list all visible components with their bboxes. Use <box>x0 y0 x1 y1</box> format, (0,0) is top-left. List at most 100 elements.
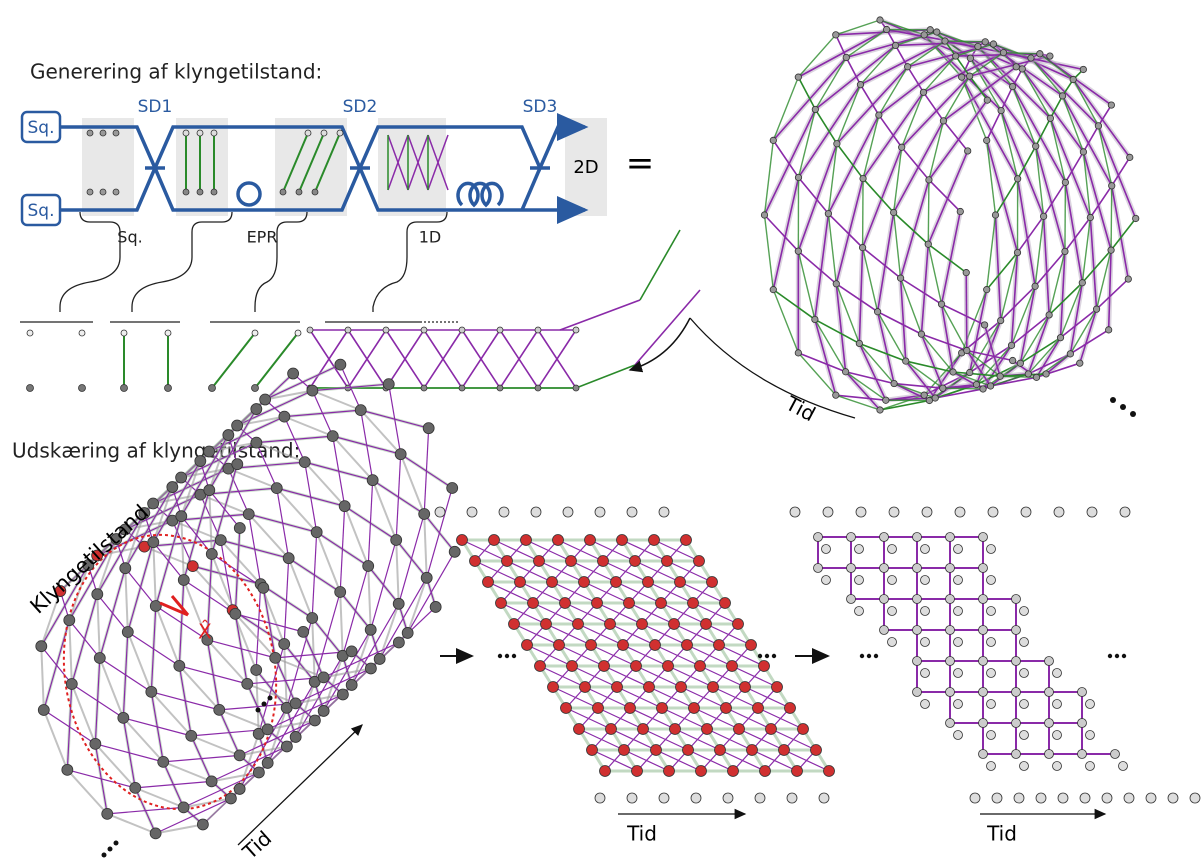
node <box>946 719 955 728</box>
node <box>79 330 85 336</box>
node <box>998 107 1004 113</box>
node <box>309 715 320 726</box>
node <box>979 626 988 635</box>
node <box>921 545 930 554</box>
node <box>987 731 996 740</box>
node <box>988 507 998 517</box>
node <box>967 55 973 61</box>
section-title: Generering af klyngetilstand: <box>30 60 322 84</box>
node <box>1046 312 1052 318</box>
node <box>979 564 988 573</box>
node <box>290 731 301 742</box>
node <box>611 577 622 588</box>
node <box>242 678 253 689</box>
node <box>772 682 783 693</box>
edge <box>184 772 259 807</box>
node <box>234 750 245 761</box>
node <box>1078 719 1087 728</box>
node <box>251 437 262 448</box>
node <box>770 286 776 292</box>
node <box>795 350 801 356</box>
node <box>318 672 329 683</box>
node <box>814 533 823 542</box>
node <box>644 682 655 693</box>
cluster-state-cylinder <box>36 359 460 839</box>
node <box>997 317 1003 323</box>
node <box>430 601 441 612</box>
edge <box>560 300 640 330</box>
node <box>795 174 801 180</box>
node <box>707 577 718 588</box>
node <box>921 32 927 38</box>
node <box>1062 179 1068 185</box>
node <box>355 405 366 416</box>
node <box>1017 360 1023 366</box>
node <box>1133 215 1139 221</box>
node <box>855 607 864 616</box>
node <box>195 456 206 467</box>
node <box>701 619 712 630</box>
node <box>946 595 955 604</box>
node <box>920 89 926 95</box>
node <box>888 576 897 585</box>
node <box>760 766 771 777</box>
node <box>1053 731 1062 740</box>
node <box>880 564 889 573</box>
node <box>548 682 559 693</box>
node <box>1043 371 1049 377</box>
node <box>606 724 617 735</box>
node <box>197 189 203 195</box>
node <box>1012 688 1021 697</box>
node <box>833 32 839 38</box>
node <box>598 556 609 567</box>
node <box>489 535 500 546</box>
measurement-label: X̂ <box>198 620 212 644</box>
node <box>913 595 922 604</box>
edge <box>97 594 99 658</box>
node <box>64 615 75 626</box>
node <box>563 507 573 517</box>
node <box>1020 762 1029 771</box>
node <box>100 130 106 136</box>
node <box>183 189 189 195</box>
node <box>1009 357 1015 363</box>
node <box>981 322 987 328</box>
node <box>1045 750 1054 759</box>
node <box>100 189 106 195</box>
node <box>1070 76 1076 82</box>
edge <box>798 35 835 77</box>
node <box>669 619 680 630</box>
node <box>812 316 818 322</box>
node <box>987 762 996 771</box>
edge <box>100 658 124 718</box>
edge <box>125 568 127 632</box>
node <box>165 385 172 392</box>
node <box>383 379 394 390</box>
node <box>522 640 533 651</box>
edge <box>966 273 967 351</box>
node <box>204 446 215 457</box>
node <box>681 535 692 546</box>
node <box>206 549 217 560</box>
node <box>534 556 545 567</box>
stage-label: 1D <box>419 228 442 247</box>
brackets <box>20 212 460 322</box>
node <box>531 507 541 517</box>
node <box>178 575 189 586</box>
edge <box>399 514 425 604</box>
splitter-label: SD1 <box>138 97 173 117</box>
node <box>243 509 254 520</box>
node <box>1000 49 1006 55</box>
node <box>1053 669 1062 678</box>
ellipsis-dot <box>765 654 769 658</box>
node <box>497 385 503 391</box>
node <box>1037 51 1043 57</box>
node <box>599 661 610 672</box>
node <box>234 783 245 794</box>
node <box>1020 638 1029 647</box>
node <box>1093 306 1099 312</box>
node <box>566 556 577 567</box>
node <box>952 53 958 59</box>
node <box>847 564 856 573</box>
node <box>921 607 930 616</box>
